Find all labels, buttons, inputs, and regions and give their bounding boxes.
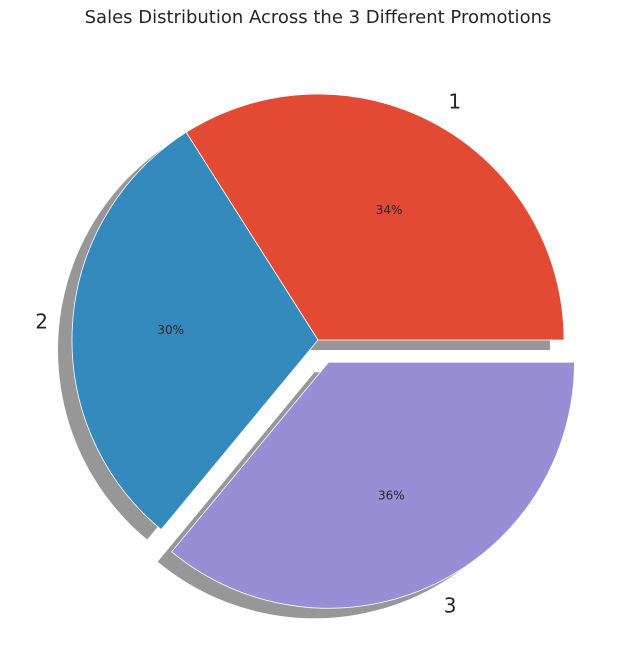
pie-slice-1[interactable] bbox=[185, 93, 565, 341]
category-label-2: 2 bbox=[35, 310, 48, 334]
category-label-3: 3 bbox=[444, 594, 457, 618]
chart-title: Sales Distribution Across the 3 Differen… bbox=[84, 7, 552, 28]
slice-labels: 1 34% 2 30% 3 36% bbox=[35, 89, 461, 617]
percent-label-2: 30% bbox=[157, 323, 184, 337]
category-label-1: 1 bbox=[448, 89, 461, 113]
pie-slices bbox=[71, 93, 575, 609]
percent-label-3: 36% bbox=[378, 488, 405, 502]
pie-slice-2[interactable] bbox=[71, 131, 319, 531]
pie-slice-3[interactable] bbox=[171, 361, 575, 609]
percent-label-1: 34% bbox=[376, 203, 403, 217]
